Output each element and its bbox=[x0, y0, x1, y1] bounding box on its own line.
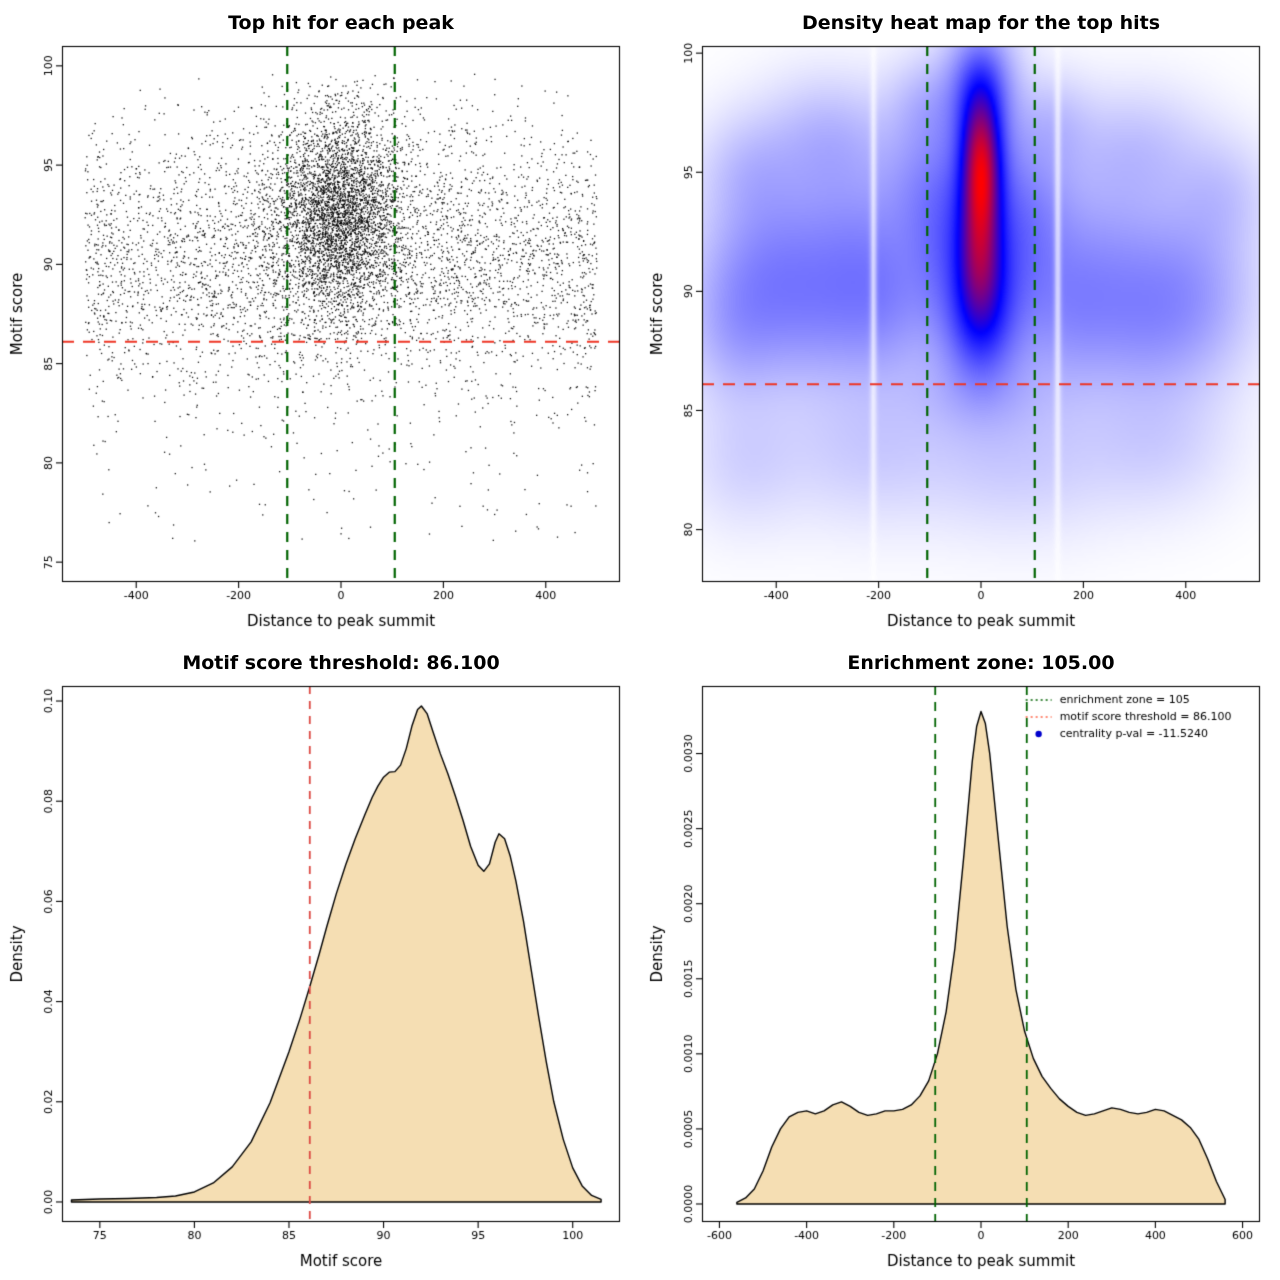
panel-motif-score-density: Motif score threshold: 86.100 bbox=[0, 640, 640, 1280]
scatter-panel-title: Top hit for each peak bbox=[228, 12, 454, 34]
motif-score-density-canvas bbox=[0, 640, 640, 1280]
panel-top-hit-scatter: Top hit for each peak bbox=[0, 0, 640, 640]
top-hit-scatter-canvas bbox=[0, 0, 640, 640]
density-heatmap-canvas bbox=[640, 0, 1280, 640]
heatmap-panel-title: Density heat map for the top hits bbox=[801, 12, 1161, 34]
enrichment-zone-density-canvas bbox=[640, 640, 1280, 1280]
motif-score-density-title: Motif score threshold: 86.100 bbox=[182, 652, 500, 674]
panel-enrichment-zone-density: Enrichment zone: 105.00 bbox=[640, 640, 1280, 1280]
enrichment-zone-density-title: Enrichment zone: 105.00 bbox=[847, 652, 1115, 674]
panel-density-heatmap: Density heat map for the top hits bbox=[640, 0, 1280, 640]
